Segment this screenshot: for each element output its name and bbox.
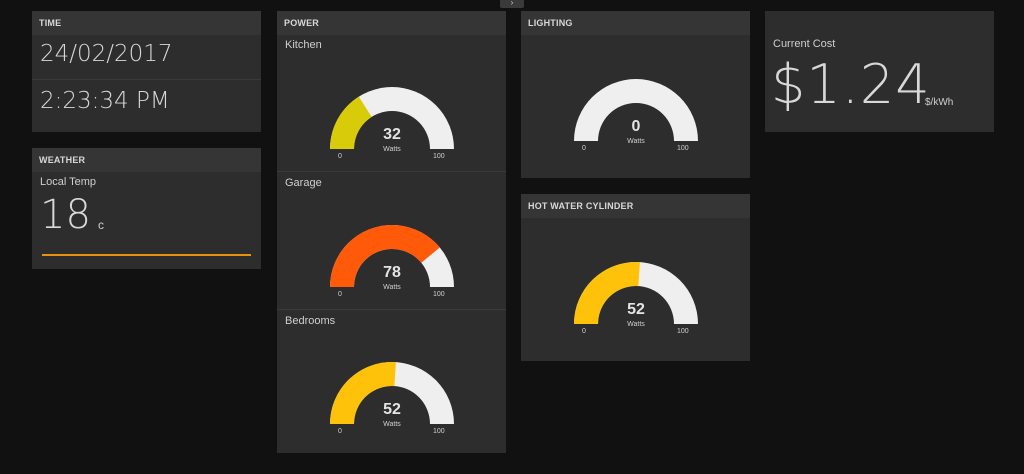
garage-gauge-unit: Watts: [383, 284, 401, 291]
divider: [277, 171, 506, 172]
temp-underline: [42, 254, 251, 256]
kitchen-gauge-fill: [330, 96, 372, 149]
time-header: TIME: [32, 11, 261, 35]
lighting-gauge-unit: Watts: [627, 138, 645, 145]
hot-water-gauge-fill: [574, 262, 640, 324]
garage-gauge-fill: [330, 225, 440, 287]
weather-card: WEATHER Local Temp 18 c: [32, 148, 261, 269]
hot-water-gauge-min: 0: [582, 328, 586, 335]
bedrooms-gauge-svg: [330, 362, 454, 424]
bedrooms-gauge-fill: [330, 362, 396, 424]
power-header: POWER: [277, 11, 506, 35]
kitchen-label: Kitchen: [285, 39, 322, 51]
cost-value: $1.24: [771, 53, 931, 116]
hot-water-card: HOT WATER CYLINDER 52 Watts 0 100: [521, 194, 750, 361]
date-display: 24/02/2017: [40, 41, 173, 67]
hot-water-gauge-unit: Watts: [627, 321, 645, 328]
hot-water-gauge-svg: [574, 262, 698, 324]
lighting-header: LIGHTING: [521, 11, 750, 35]
cost-unit: $/kWh: [925, 97, 954, 108]
lighting-gauge-svg: [574, 79, 698, 141]
lighting-card: LIGHTING 0 Watts 0 100: [521, 11, 750, 178]
hot-water-header: HOT WATER CYLINDER: [521, 194, 750, 218]
bedrooms-label: Bedrooms: [285, 315, 336, 327]
garage-gauge-min: 0: [338, 291, 342, 298]
hot-water-gauge-value: 52: [627, 301, 645, 318]
hot-water-gauge: 52 Watts 0 100: [573, 261, 699, 341]
kitchen-gauge-value: 32: [383, 126, 401, 143]
garage-gauge: 78 Watts 0 100: [329, 224, 455, 304]
divider: [32, 79, 261, 80]
lighting-gauge-value: 0: [631, 118, 641, 135]
chevron-icon[interactable]: ›: [500, 0, 524, 8]
cost-card: Current Cost $1.24 $/kWh: [765, 11, 994, 132]
lighting-gauge-min: 0: [582, 145, 586, 152]
garage-gauge-max: 100: [433, 291, 445, 298]
lighting-gauge-max: 100: [677, 145, 689, 152]
kitchen-gauge-max: 100: [433, 153, 445, 160]
time-card: TIME 24/02/2017 2:23:34 PM: [32, 11, 261, 132]
lighting-gauge-track: [574, 79, 698, 141]
bedrooms-gauge-value: 52: [383, 401, 401, 418]
hot-water-gauge-max: 100: [677, 328, 689, 335]
kitchen-gauge-min: 0: [338, 153, 342, 160]
clock-display: 2:23:34 PM: [40, 88, 170, 114]
power-card: POWER Kitchen 32 Watts 0 100 Garage 78 W…: [277, 11, 506, 453]
kitchen-gauge-svg: [330, 87, 454, 149]
kitchen-gauge-unit: Watts: [383, 146, 401, 153]
garage-gauge-value: 78: [383, 264, 401, 281]
bedrooms-gauge-max: 100: [433, 428, 445, 435]
bedrooms-gauge-unit: Watts: [383, 421, 401, 428]
temp-value: 18: [40, 192, 91, 238]
bedrooms-gauge: 52 Watts 0 100: [329, 361, 455, 441]
garage-gauge-svg: [330, 225, 454, 287]
divider: [277, 309, 506, 310]
garage-label: Garage: [285, 177, 322, 189]
temp-unit: c: [98, 218, 104, 232]
weather-header: WEATHER: [32, 148, 261, 172]
lighting-gauge: 0 Watts 0 100: [573, 78, 699, 158]
current-cost-label: Current Cost: [773, 38, 836, 50]
bedrooms-gauge-min: 0: [338, 428, 342, 435]
kitchen-gauge: 32 Watts 0 100: [329, 86, 455, 166]
local-temp-label: Local Temp: [40, 176, 97, 188]
